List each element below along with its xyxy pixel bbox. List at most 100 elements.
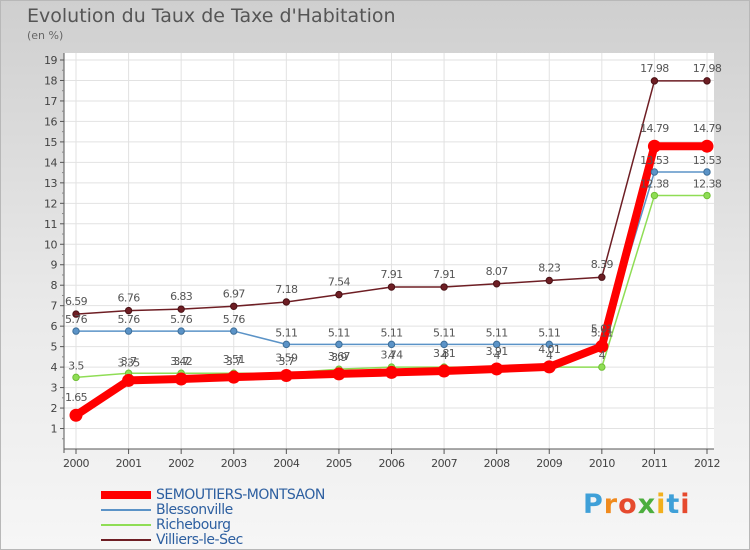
series-point-3	[124, 306, 133, 315]
data-label-2: 3.7	[226, 355, 242, 368]
legend-label: SEMOUTIERS-MONTSAON	[156, 486, 325, 503]
data-label-1: 5.76	[170, 313, 193, 326]
data-label-0: 14.79	[640, 122, 669, 135]
series-point-3	[492, 280, 501, 288]
x-tick-label: 2010	[589, 457, 615, 470]
data-label-2: 4	[546, 349, 553, 362]
data-label-3: 8.23	[538, 262, 561, 275]
data-label-2: 4	[441, 349, 448, 362]
data-label-0: 3.67	[328, 350, 351, 363]
series-point-1	[440, 340, 448, 349]
legend-swatch	[101, 538, 151, 541]
logo-letter: i	[680, 489, 691, 520]
x-tick-label: 2009	[536, 457, 562, 470]
y-tick-label: 12	[44, 197, 57, 210]
series-point-1	[703, 168, 711, 176]
y-tick-label: 19	[44, 54, 57, 67]
logo-letter: t	[666, 489, 681, 520]
series-point-0	[437, 364, 451, 378]
y-tick-label: 5	[51, 341, 58, 354]
legend-item: Blessonville	[101, 502, 233, 518]
data-label-3: 6.97	[223, 287, 246, 300]
series-point-3	[387, 283, 396, 291]
data-label-3: 6.59	[65, 295, 88, 308]
x-tick-label: 2011	[641, 457, 667, 470]
series-point-0	[279, 368, 293, 382]
series-point-1	[124, 327, 133, 335]
logo-letter: r	[603, 489, 619, 520]
y-tick-label: 3	[51, 382, 58, 395]
data-label-1: 13.53	[640, 154, 669, 167]
data-label-3: 6.83	[170, 290, 193, 303]
logo-letter: P	[583, 489, 604, 520]
data-label-2: 12.38	[693, 178, 722, 191]
y-tick-label: 13	[44, 177, 57, 190]
series-point-0	[69, 408, 83, 422]
data-label-3: 17.98	[640, 62, 669, 75]
y-tick-label: 4	[51, 361, 58, 374]
y-tick-label: 8	[51, 279, 58, 292]
legend-item: SEMOUTIERS-MONTSAON	[101, 486, 325, 503]
y-tick-label: 15	[44, 136, 57, 149]
series-point-3	[598, 273, 606, 281]
y-tick-label: 11	[44, 218, 57, 231]
data-label-0: 4.01	[538, 343, 560, 356]
series-point-3	[703, 77, 711, 85]
data-label-0: 3.51	[223, 353, 245, 366]
series-point-3	[282, 298, 291, 306]
chart-title: Evolution du Taux de Taxe d'Habitation	[27, 5, 396, 27]
x-tick-label: 2006	[379, 457, 405, 470]
series-point-2	[703, 191, 711, 200]
logo-letter: x	[637, 489, 657, 520]
series-point-3	[440, 283, 448, 291]
y-tick-label: 18	[44, 74, 57, 87]
data-label-3: 6.76	[118, 292, 141, 305]
x-tick-label: 2012	[694, 457, 720, 470]
data-label-1: 5.11	[275, 326, 297, 339]
series-point-3	[230, 302, 238, 310]
data-label-1: 5.11	[433, 326, 455, 339]
data-label-0: 3.91	[486, 345, 508, 358]
series-point-2	[598, 363, 606, 371]
series-point-0	[227, 370, 241, 384]
y-tick-label: 14	[44, 156, 57, 169]
data-label-3: 7.91	[433, 268, 455, 281]
data-label-0: 3.42	[170, 355, 192, 368]
series-point-0	[647, 139, 661, 153]
data-label-1: 13.53	[693, 154, 722, 167]
data-label-3: 8.39	[591, 258, 614, 271]
y-tick-label: 10	[44, 238, 57, 251]
x-tick-label: 2005	[326, 457, 352, 470]
series-point-0	[700, 139, 714, 153]
y-tick-label: 2	[51, 402, 58, 415]
series-point-1	[230, 327, 238, 335]
data-label-3: 7.18	[275, 283, 298, 296]
x-tick-label: 2004	[273, 457, 299, 470]
series-point-0	[174, 372, 188, 386]
y-tick-label: 6	[51, 320, 58, 333]
data-label-3: 8.07	[486, 265, 509, 278]
series-point-2	[72, 373, 80, 382]
data-label-3: 7.54	[328, 276, 351, 289]
x-tick-label: 2002	[168, 457, 194, 470]
data-label-1: 5.11	[328, 326, 350, 339]
data-label-0: 5.01	[591, 322, 613, 335]
data-label-2: 3.7	[173, 355, 189, 368]
plot-area	[64, 53, 714, 449]
data-label-0: 3.59	[275, 351, 298, 364]
data-label-0: 14.79	[693, 122, 722, 135]
legend-swatch	[101, 523, 151, 526]
y-tick-label: 7	[51, 300, 58, 313]
x-tick-label: 2000	[63, 457, 89, 470]
data-label-3: 17.98	[693, 62, 722, 75]
data-label-0: 3.74	[380, 348, 403, 361]
data-label-1: 5.76	[223, 313, 246, 326]
data-label-2: 4	[599, 349, 606, 362]
legend-label: Villiers-le-Sec	[156, 531, 243, 548]
chart-unit-label: (en %)	[27, 29, 64, 42]
series-point-3	[335, 290, 343, 299]
legend-item: Villiers-le-Sec	[101, 531, 243, 548]
data-label-0: 3.81	[433, 347, 455, 360]
